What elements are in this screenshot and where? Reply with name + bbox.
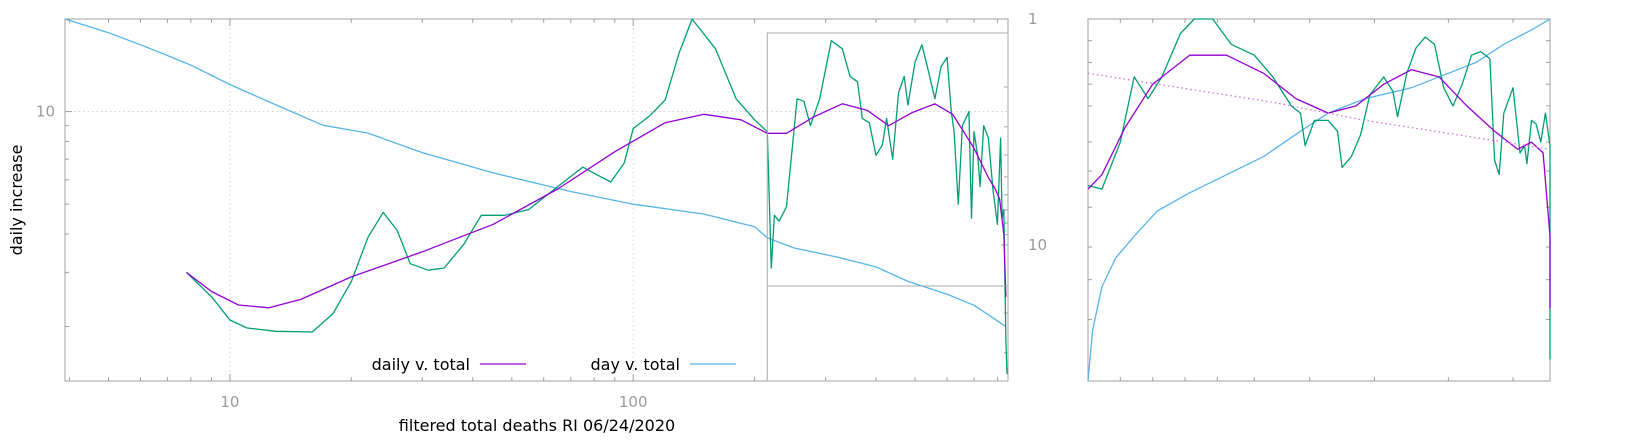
y-axis-label: daily increase (7, 145, 26, 256)
axis-labels: filtered total deaths RI 06/24/2020 dail… (7, 145, 675, 435)
zoom-series-day-v-total (1087, 18, 1551, 382)
legend-label: daily v. total (372, 355, 470, 374)
legend: daily v. total day v. total (372, 355, 736, 374)
series-line-day-v-total (64, 18, 1007, 328)
x-tick-label: 100 (619, 393, 648, 411)
series-line-daily-raw (185, 18, 1008, 375)
zoom-box (766, 32, 1009, 382)
y-tick-label: 10 (36, 103, 55, 121)
series-line-daily-v-total (186, 103, 1007, 309)
main-series (64, 18, 1008, 375)
zoom-series-daily-v-total (1087, 54, 1551, 309)
zoom-panel-border (1087, 18, 1551, 382)
x-tick-label: 10 (220, 393, 239, 411)
zoom-panel (1087, 18, 1551, 382)
main-ticks: 10 100 10 1 10 (36, 10, 1047, 411)
y2-tick-label: 1 (1028, 10, 1038, 28)
y2-tick-label: 10 (1028, 236, 1047, 254)
x-axis-label: filtered total deaths RI 06/24/2020 (399, 416, 675, 435)
zoom-series-daily-raw (1087, 18, 1551, 360)
zoom-series-trend (1087, 72, 1551, 150)
zoom-rect (766, 32, 1009, 382)
legend-label: day v. total (591, 355, 681, 374)
